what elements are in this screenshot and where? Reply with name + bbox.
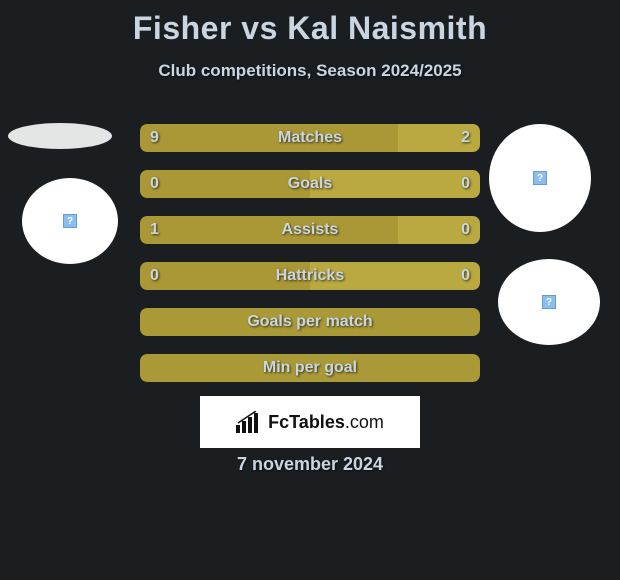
stat-label: Goals [140, 175, 480, 193]
stat-row: 00Goals [140, 170, 480, 198]
brand-badge: FcTables.com [200, 396, 420, 448]
unknown-club-icon: ? [542, 295, 556, 309]
brand-chart-icon [236, 411, 262, 433]
subtitle: Club competitions, Season 2024/2025 [0, 61, 620, 81]
stat-row: Min per goal [140, 354, 480, 382]
brand-name: FcTables [268, 412, 345, 433]
stats-block: 92Matches 00Goals 10Assists 00Hattricks Goal… [140, 124, 480, 400]
stat-row: Goals per match [140, 308, 480, 336]
stat-label: Matches [140, 129, 480, 147]
player-left-ellipse [8, 123, 112, 149]
stat-row: 00Hattricks [140, 262, 480, 290]
page-title: Fisher vs Kal Naismith [0, 0, 620, 47]
stat-label: Assists [140, 221, 480, 239]
club-right-circle-2: ? [498, 259, 600, 345]
unknown-club-icon: ? [533, 171, 547, 185]
stat-label: Goals per match [140, 313, 480, 331]
comparison-infographic: Fisher vs Kal Naismith Club competitions… [0, 0, 620, 580]
brand-domain: .com [345, 412, 384, 433]
stat-label: Hattricks [140, 267, 480, 285]
stat-row: 92Matches [140, 124, 480, 152]
stat-label: Min per goal [140, 359, 480, 377]
infographic-date: 7 november 2024 [0, 454, 620, 475]
club-right-circle-1: ? [489, 124, 591, 232]
club-left-circle: ? [22, 178, 118, 264]
unknown-club-icon: ? [63, 214, 77, 228]
stat-row: 10Assists [140, 216, 480, 244]
